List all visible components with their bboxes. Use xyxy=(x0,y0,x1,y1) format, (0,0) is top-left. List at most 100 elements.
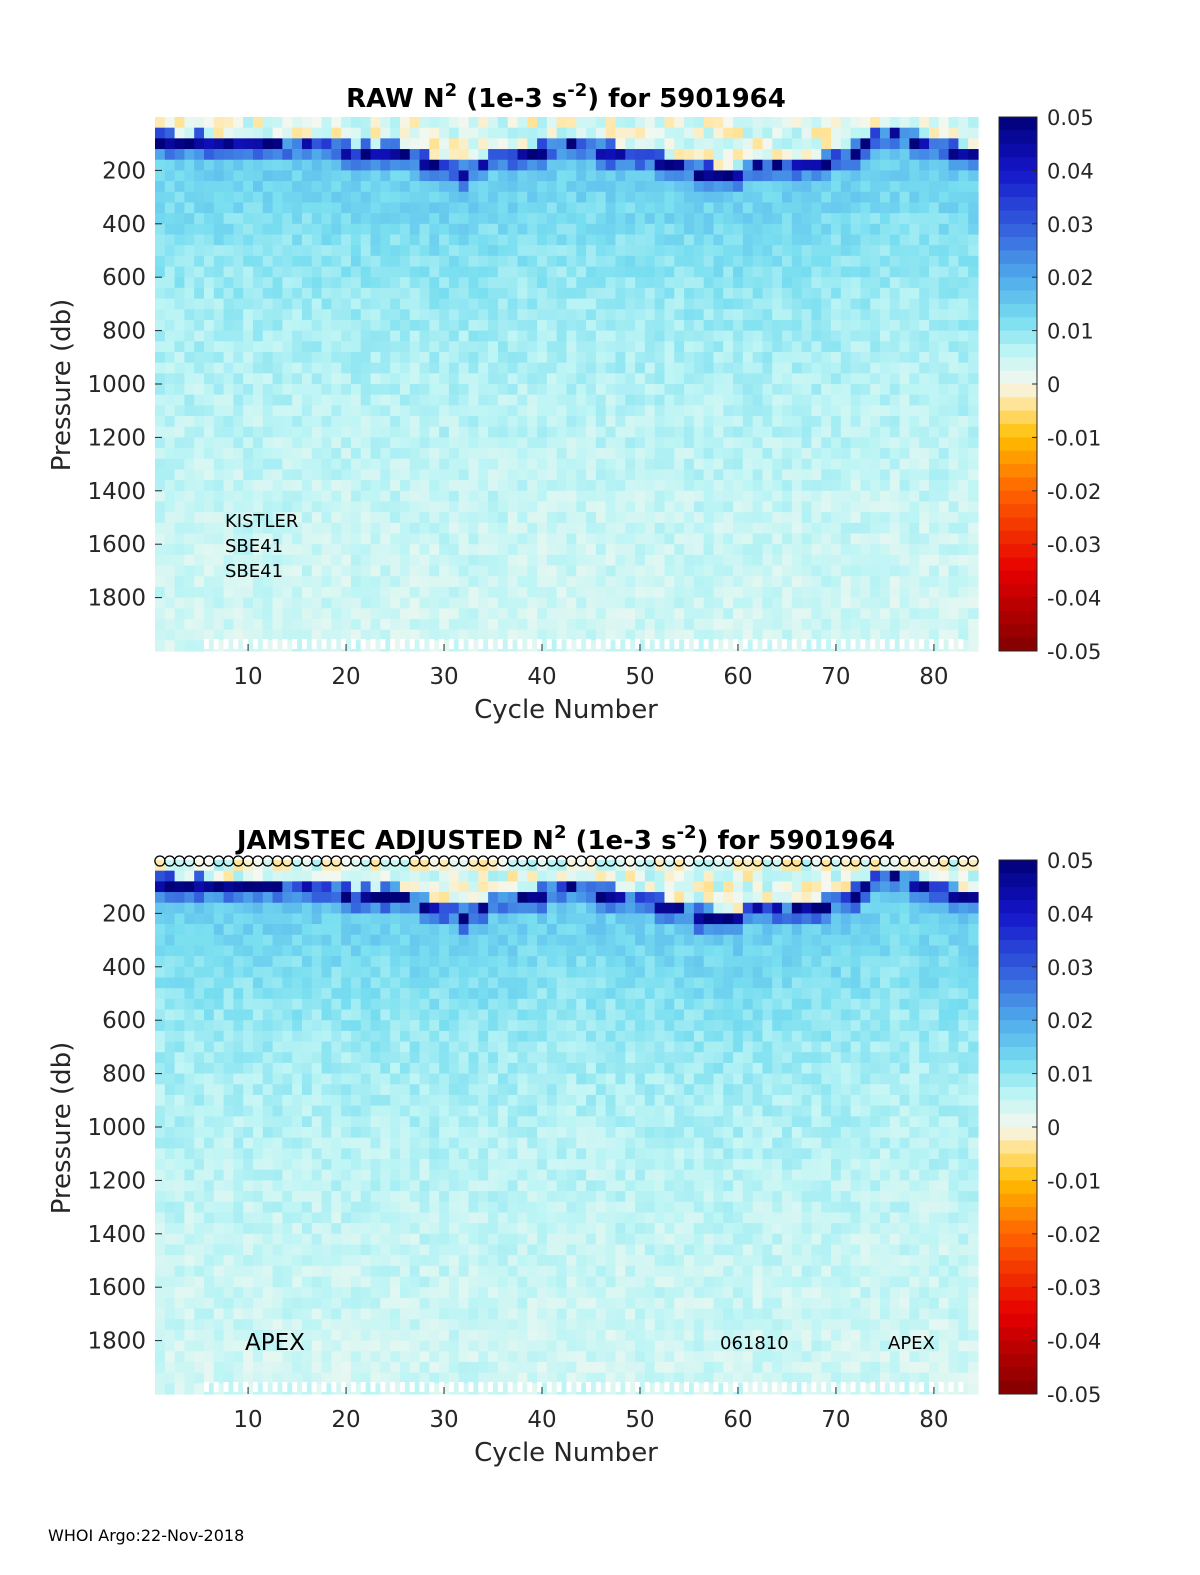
heatmap-cell xyxy=(213,1105,225,1117)
heatmap-cell xyxy=(958,512,969,524)
heatmap-cell xyxy=(164,608,176,620)
heatmap-cell xyxy=(527,213,538,225)
heatmap-cell xyxy=(262,1361,274,1374)
heatmap-cell xyxy=(448,565,460,577)
heatmap-cell xyxy=(213,298,225,310)
heatmap-cell xyxy=(889,490,901,503)
heatmap-cell xyxy=(537,512,548,524)
heatmap-cell xyxy=(350,127,362,139)
heatmap-cell xyxy=(556,234,568,246)
heatmap-cell xyxy=(938,394,950,406)
heatmap-cell xyxy=(448,351,460,364)
heatmap-cell xyxy=(752,362,764,374)
heatmap-cell xyxy=(938,597,950,609)
heatmap-cell xyxy=(762,330,773,342)
heatmap-cell xyxy=(419,544,430,556)
heatmap-cell xyxy=(880,266,891,278)
heatmap-cell xyxy=(791,159,803,171)
heatmap-cell xyxy=(968,554,979,567)
heatmap-cell xyxy=(448,234,460,246)
heatmap-cell xyxy=(703,533,715,545)
heatmap-cell xyxy=(262,1020,274,1032)
heatmap-cell xyxy=(282,394,293,406)
heatmap-cell xyxy=(889,309,901,321)
heatmap-cell xyxy=(252,405,264,417)
heatmap-cell xyxy=(723,351,734,364)
heatmap-cell xyxy=(742,501,754,513)
heatmap-cell xyxy=(262,170,274,182)
heatmap-cell xyxy=(968,480,979,492)
heatmap-cell xyxy=(811,213,822,225)
heatmap-cell xyxy=(968,287,979,300)
heatmap-cell xyxy=(840,469,852,481)
bottom-mark xyxy=(321,639,327,649)
heatmap-cell xyxy=(409,394,421,406)
heatmap-cell xyxy=(282,159,293,171)
heatmap-cell xyxy=(801,213,813,225)
heatmap-cell xyxy=(350,629,362,641)
heatmap-cell xyxy=(468,597,479,609)
heatmap-cell xyxy=(654,490,666,503)
heatmap-cell xyxy=(194,416,205,428)
heatmap-cell xyxy=(635,512,646,524)
heatmap-cell xyxy=(840,586,852,599)
heatmap-cell xyxy=(772,170,783,182)
heatmap-cell xyxy=(468,576,479,588)
heatmap-cell xyxy=(272,309,283,321)
heatmap-cell xyxy=(233,223,244,236)
heatmap-cell xyxy=(723,191,734,204)
heatmap-cell xyxy=(164,1191,176,1203)
heatmap-cell xyxy=(958,490,969,503)
heatmap-cell xyxy=(341,469,352,481)
heatmap-cell xyxy=(311,544,323,556)
heatmap-cell xyxy=(233,319,244,332)
heatmap-cell xyxy=(507,448,519,460)
heatmap-cell xyxy=(370,191,381,204)
heatmap-cell xyxy=(742,597,754,609)
heatmap-cell xyxy=(350,618,362,631)
heatmap-cell xyxy=(174,902,185,914)
heatmap-cell xyxy=(184,1127,195,1139)
heatmap-cell xyxy=(703,298,715,310)
heatmap-cell xyxy=(899,565,911,577)
x-tick-label: 60 xyxy=(723,664,752,690)
heatmap-cell xyxy=(576,416,587,428)
heatmap-cell xyxy=(184,870,195,882)
heatmap-cell xyxy=(419,576,430,588)
heatmap-cell xyxy=(840,245,852,257)
heatmap-cell xyxy=(919,127,930,139)
bottom-mark xyxy=(556,639,562,649)
heatmap-cell xyxy=(282,149,293,161)
heatmap-cell xyxy=(615,629,626,641)
heatmap-cell xyxy=(586,458,597,471)
heatmap-cell xyxy=(860,522,871,535)
heatmap-cell xyxy=(821,138,832,150)
heatmap-cell xyxy=(390,245,401,257)
heatmap-cell xyxy=(546,202,558,214)
bottom-mark xyxy=(488,639,494,649)
heatmap-cell xyxy=(507,405,519,417)
heatmap-cell xyxy=(155,1223,166,1235)
heatmap-cell xyxy=(155,298,166,310)
heatmap-cell xyxy=(791,565,803,577)
heatmap-cell xyxy=(164,629,176,641)
heatmap-cell xyxy=(605,330,617,342)
heatmap-cell xyxy=(566,490,577,503)
heatmap-cell xyxy=(929,223,940,236)
heatmap-cell xyxy=(223,181,234,193)
heatmap-cell xyxy=(782,565,793,577)
colorbar-tick-label: -0.05 xyxy=(1047,640,1101,664)
heatmap-cell xyxy=(586,586,597,599)
heatmap-cell xyxy=(155,512,166,524)
heatmap-cell xyxy=(262,977,274,989)
heatmap-cell xyxy=(164,437,176,449)
heatmap-cell xyxy=(448,394,460,406)
heatmap-cell xyxy=(370,394,381,406)
heatmap-cell xyxy=(164,213,176,225)
heatmap-cell xyxy=(654,309,666,321)
heatmap-cell xyxy=(791,266,803,278)
heatmap-cell xyxy=(155,330,166,342)
heatmap-cell xyxy=(203,170,215,182)
heatmap-cell xyxy=(243,1159,254,1171)
heatmap-cell xyxy=(782,522,793,535)
